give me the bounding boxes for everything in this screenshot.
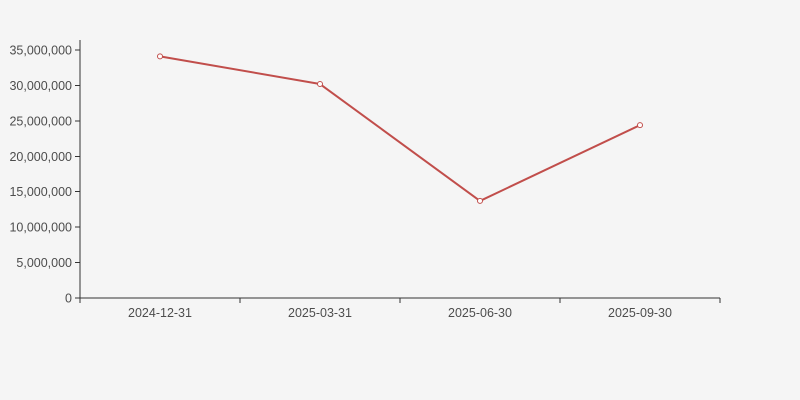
- data-point-marker[interactable]: [477, 197, 483, 204]
- x-axis-tick-label: 2025-09-30: [608, 306, 672, 320]
- x-axis-tick-label: 2025-03-31: [288, 306, 352, 320]
- y-axis-tick-label: 10,000,000: [9, 221, 72, 235]
- y-axis-tick-label: 30,000,000: [9, 79, 72, 93]
- data-point-marker[interactable]: [637, 122, 643, 129]
- y-axis-tick-label: 15,000,000: [9, 185, 72, 199]
- data-point-marker[interactable]: [157, 53, 163, 60]
- y-axis-tick-label: 25,000,000: [9, 114, 72, 128]
- y-axis-tick-label: 0: [65, 292, 72, 306]
- x-axis-tick-label: 2024-12-31: [128, 306, 192, 320]
- x-axis-tick-label: 2025-06-30: [448, 306, 512, 320]
- data-point-marker[interactable]: [317, 81, 323, 88]
- y-axis-tick-label: 20,000,000: [9, 150, 72, 164]
- y-axis-tick-label: 35,000,000: [9, 44, 72, 58]
- y-axis-tick-label: 5,000,000: [16, 256, 72, 270]
- series-line: [159, 55, 641, 202]
